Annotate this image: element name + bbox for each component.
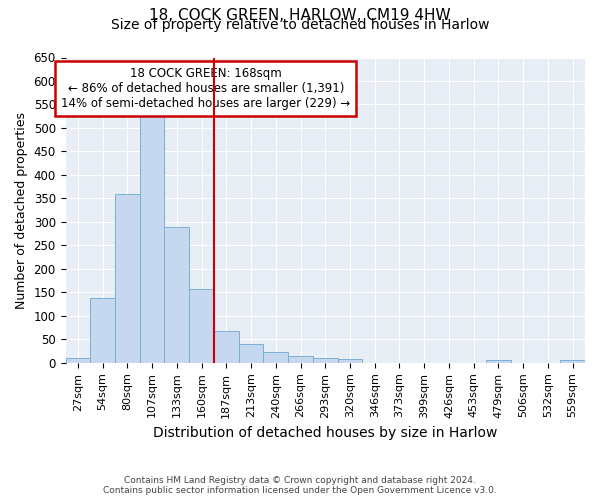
Bar xyxy=(164,226,189,363)
Text: 18 COCK GREEN: 168sqm
← 86% of detached houses are smaller (1,391)
14% of semi-d: 18 COCK GREEN: 168sqm ← 86% of detached … xyxy=(61,66,350,110)
Text: 18, COCK GREEN, HARLOW, CM19 4HW: 18, COCK GREEN, HARLOW, CM19 4HW xyxy=(149,8,451,22)
Bar xyxy=(214,331,239,363)
Bar xyxy=(486,360,511,363)
Bar xyxy=(239,344,263,363)
Bar xyxy=(189,289,214,363)
Bar xyxy=(338,359,362,363)
Bar xyxy=(65,358,90,363)
Text: Size of property relative to detached houses in Harlow: Size of property relative to detached ho… xyxy=(111,18,489,32)
X-axis label: Distribution of detached houses by size in Harlow: Distribution of detached houses by size … xyxy=(153,426,497,440)
Bar xyxy=(90,298,115,363)
Bar xyxy=(140,112,164,363)
Bar xyxy=(263,352,288,363)
Bar xyxy=(288,356,313,363)
Y-axis label: Number of detached properties: Number of detached properties xyxy=(15,112,28,308)
Bar xyxy=(560,360,585,363)
Text: Contains HM Land Registry data © Crown copyright and database right 2024.
Contai: Contains HM Land Registry data © Crown c… xyxy=(103,476,497,495)
Bar xyxy=(313,358,338,363)
Bar xyxy=(115,194,140,363)
